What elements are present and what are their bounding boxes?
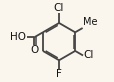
Text: O: O xyxy=(30,45,38,55)
Text: F: F xyxy=(56,69,61,79)
Text: Cl: Cl xyxy=(53,3,64,13)
Text: Me: Me xyxy=(82,17,97,27)
Text: Cl: Cl xyxy=(83,51,93,60)
Text: HO: HO xyxy=(10,32,26,42)
